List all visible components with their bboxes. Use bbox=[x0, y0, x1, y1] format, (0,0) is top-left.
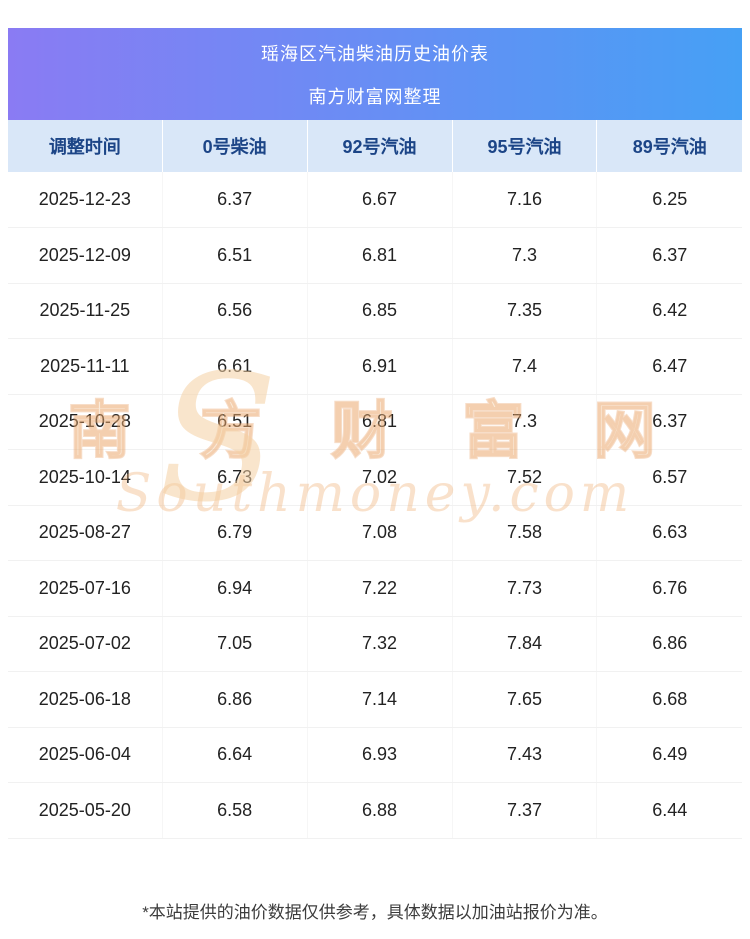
price-cell: 6.58 bbox=[162, 782, 308, 839]
price-cell: 7.43 bbox=[452, 727, 598, 783]
price-cell: 6.94 bbox=[162, 560, 308, 617]
price-cell: 6.57 bbox=[596, 449, 742, 506]
price-cell: 6.76 bbox=[596, 560, 742, 617]
price-cell: 7.3 bbox=[452, 394, 598, 450]
date-cell: 2025-07-02 bbox=[8, 616, 163, 672]
date-cell: 2025-06-04 bbox=[8, 727, 163, 783]
table-header: 调整时间 0号柴油 92号汽油 95号汽油 89号汽油 bbox=[8, 120, 742, 172]
price-cell: 7.58 bbox=[452, 505, 598, 561]
price-cell: 6.85 bbox=[307, 283, 453, 339]
date-cell: 2025-11-25 bbox=[8, 283, 163, 339]
price-cell: 7.37 bbox=[452, 782, 598, 839]
price-cell: 7.22 bbox=[307, 560, 453, 617]
table-row: 2025-12-23 6.37 6.67 7.16 6.25 bbox=[8, 172, 742, 228]
title-banner: 瑶海区汽油柴油历史油价表 南方财富网整理 bbox=[8, 28, 742, 120]
table-row: 2025-11-11 6.61 6.91 7.4 6.47 bbox=[8, 338, 742, 395]
col-header-diesel0: 0号柴油 bbox=[162, 120, 308, 172]
price-cell: 7.3 bbox=[452, 227, 598, 284]
date-cell: 2025-10-28 bbox=[8, 394, 163, 450]
page-title: 瑶海区汽油柴油历史油价表 bbox=[261, 43, 489, 64]
price-cell: 7.08 bbox=[307, 505, 453, 561]
header-row: 调整时间 0号柴油 92号汽油 95号汽油 89号汽油 bbox=[8, 120, 742, 172]
col-header-gas89: 89号汽油 bbox=[596, 120, 742, 172]
price-cell: 6.49 bbox=[596, 727, 742, 783]
table-row: 2025-11-25 6.56 6.85 7.35 6.42 bbox=[8, 283, 742, 339]
date-cell: 2025-11-11 bbox=[8, 338, 163, 395]
price-cell: 6.51 bbox=[162, 227, 308, 284]
date-cell: 2025-10-14 bbox=[8, 449, 163, 506]
price-cell: 7.14 bbox=[307, 671, 453, 728]
price-cell: 7.65 bbox=[452, 671, 598, 728]
price-cell: 7.16 bbox=[452, 172, 598, 228]
price-cell: 6.25 bbox=[596, 172, 742, 228]
table-row: 2025-10-14 6.73 7.02 7.52 6.57 bbox=[8, 449, 742, 506]
table-row: 2025-12-09 6.51 6.81 7.3 6.37 bbox=[8, 227, 742, 284]
table-row: 2025-06-04 6.64 6.93 7.43 6.49 bbox=[8, 727, 742, 783]
price-cell: 6.42 bbox=[596, 283, 742, 339]
date-cell: 2025-12-09 bbox=[8, 227, 163, 284]
price-cell: 6.56 bbox=[162, 283, 308, 339]
price-cell: 7.05 bbox=[162, 616, 308, 672]
price-cell: 6.81 bbox=[307, 394, 453, 450]
price-cell: 6.37 bbox=[162, 172, 308, 228]
date-cell: 2025-07-16 bbox=[8, 560, 163, 617]
price-cell: 6.79 bbox=[162, 505, 308, 561]
price-cell: 6.51 bbox=[162, 394, 308, 450]
price-cell: 6.37 bbox=[596, 227, 742, 284]
page-subtitle: 南方财富网整理 bbox=[308, 86, 442, 107]
price-cell: 7.52 bbox=[452, 449, 598, 506]
price-cell: 7.73 bbox=[452, 560, 598, 617]
price-cell: 7.4 bbox=[452, 338, 598, 395]
col-header-date: 调整时间 bbox=[8, 120, 163, 172]
price-cell: 6.81 bbox=[307, 227, 453, 284]
price-table-card: 瑶海区汽油柴油历史油价表 南方财富网整理 调整时间 0号柴油 92号汽油 95号… bbox=[8, 28, 742, 839]
price-cell: 6.47 bbox=[596, 338, 742, 395]
price-cell: 6.86 bbox=[162, 671, 308, 728]
date-cell: 2025-05-20 bbox=[8, 782, 163, 839]
price-cell: 6.67 bbox=[307, 172, 453, 228]
table-row: 2025-07-16 6.94 7.22 7.73 6.76 bbox=[8, 560, 742, 617]
price-cell: 6.88 bbox=[307, 782, 453, 839]
price-cell: 6.44 bbox=[596, 782, 742, 839]
date-cell: 2025-06-18 bbox=[8, 671, 163, 728]
table-row: 2025-10-28 6.51 6.81 7.3 6.37 bbox=[8, 394, 742, 450]
price-cell: 6.64 bbox=[162, 727, 308, 783]
price-cell: 7.35 bbox=[452, 283, 598, 339]
col-header-gas95: 95号汽油 bbox=[452, 120, 598, 172]
page: { "page": { "title": "瑶海区汽油柴油历史油价表", "su… bbox=[0, 28, 750, 939]
price-cell: 7.02 bbox=[307, 449, 453, 506]
date-cell: 2025-12-23 bbox=[8, 172, 163, 228]
oil-price-table: 调整时间 0号柴油 92号汽油 95号汽油 89号汽油 2025-12-23 6.… bbox=[8, 120, 742, 839]
table-row: 2025-06-18 6.86 7.14 7.65 6.68 bbox=[8, 671, 742, 728]
date-cell: 2025-08-27 bbox=[8, 505, 163, 561]
price-cell: 6.63 bbox=[596, 505, 742, 561]
price-cell: 6.37 bbox=[596, 394, 742, 450]
table-row: 2025-08-27 6.79 7.08 7.58 6.63 bbox=[8, 505, 742, 561]
price-cell: 7.84 bbox=[452, 616, 598, 672]
table-row: 2025-07-02 7.05 7.32 7.84 6.86 bbox=[8, 616, 742, 672]
col-header-gas92: 92号汽油 bbox=[307, 120, 453, 172]
table-body: 2025-12-23 6.37 6.67 7.16 6.25 2025-12-09 6.51… bbox=[8, 172, 742, 839]
price-cell: 6.86 bbox=[596, 616, 742, 672]
price-cell: 6.91 bbox=[307, 338, 453, 395]
table-row: 2025-05-20 6.58 6.88 7.37 6.44 bbox=[8, 782, 742, 839]
price-cell: 6.93 bbox=[307, 727, 453, 783]
price-cell: 6.73 bbox=[162, 449, 308, 506]
price-cell: 6.68 bbox=[596, 671, 742, 728]
price-cell: 6.61 bbox=[162, 338, 308, 395]
price-cell: 7.32 bbox=[307, 616, 453, 672]
